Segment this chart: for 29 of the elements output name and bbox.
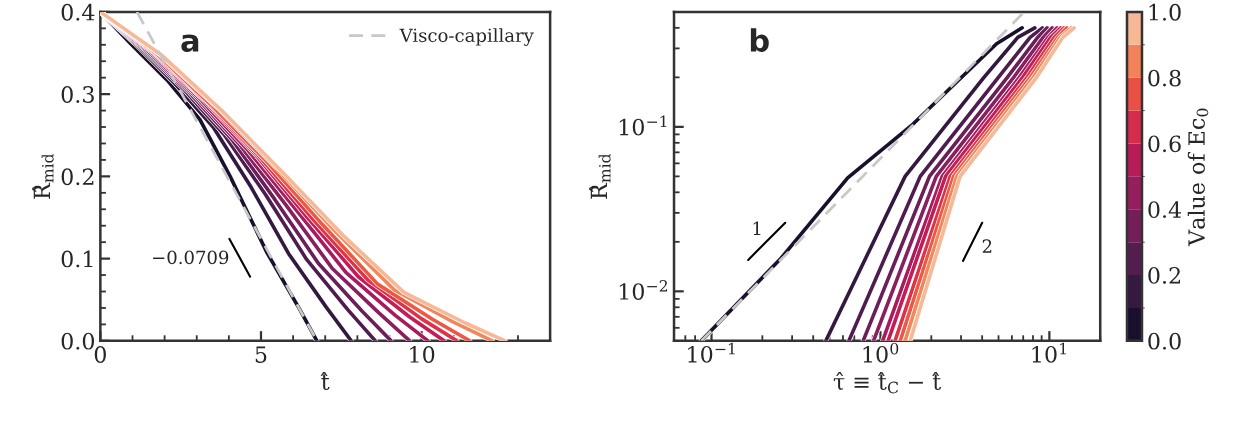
x-tick-label: 0 <box>94 346 106 363</box>
legend-label: Visco-capillary <box>399 28 534 46</box>
y-tick-label: 10$^{−2}$ <box>619 280 668 300</box>
y-axis-title: R̂$_{mid}$ <box>589 153 611 199</box>
x-axis-title: τ̂ ≡ t̂$_{C}$ − t̂ <box>833 371 942 394</box>
y-tick-label: 0.0 <box>61 332 95 350</box>
color-bar-label: 0.0 <box>1148 332 1181 350</box>
y-tick-label: 0.3 <box>61 86 94 103</box>
color-bar-label: 0.8 <box>1148 69 1181 87</box>
x-tick-label: 5 <box>255 346 267 363</box>
y-axis-title: R̂$_{mid}$ <box>32 153 54 199</box>
x-tick-label: 10$^{0}$ <box>863 342 899 363</box>
y-tick-label: 0.1 <box>61 250 93 268</box>
y-tick-label: 0.4 <box>61 3 95 21</box>
color-bar-label: 0.4 <box>1148 201 1182 219</box>
x-tick-label: 10$^{1}$ <box>1032 342 1066 363</box>
x-axis-title: t̂ <box>320 371 330 390</box>
color-bar-label: 0.6 <box>1148 135 1181 153</box>
annotation: b <box>750 28 769 53</box>
annotation: −0.0709 <box>153 250 229 265</box>
color-bar-label: 1.0 <box>1149 3 1181 21</box>
annotation: 1 <box>753 221 761 235</box>
annotation: a <box>181 34 199 53</box>
x-tick-label: 10$^{−1}$ <box>688 342 735 363</box>
x-tick-label: 10 <box>410 346 435 363</box>
color-bar-label: 0.2 <box>1148 267 1181 284</box>
annotation: 2 <box>982 239 992 253</box>
color-bar-title: Value of Ec$_{0}$ <box>1187 108 1209 247</box>
y-tick-label: 0.2 <box>61 168 94 186</box>
